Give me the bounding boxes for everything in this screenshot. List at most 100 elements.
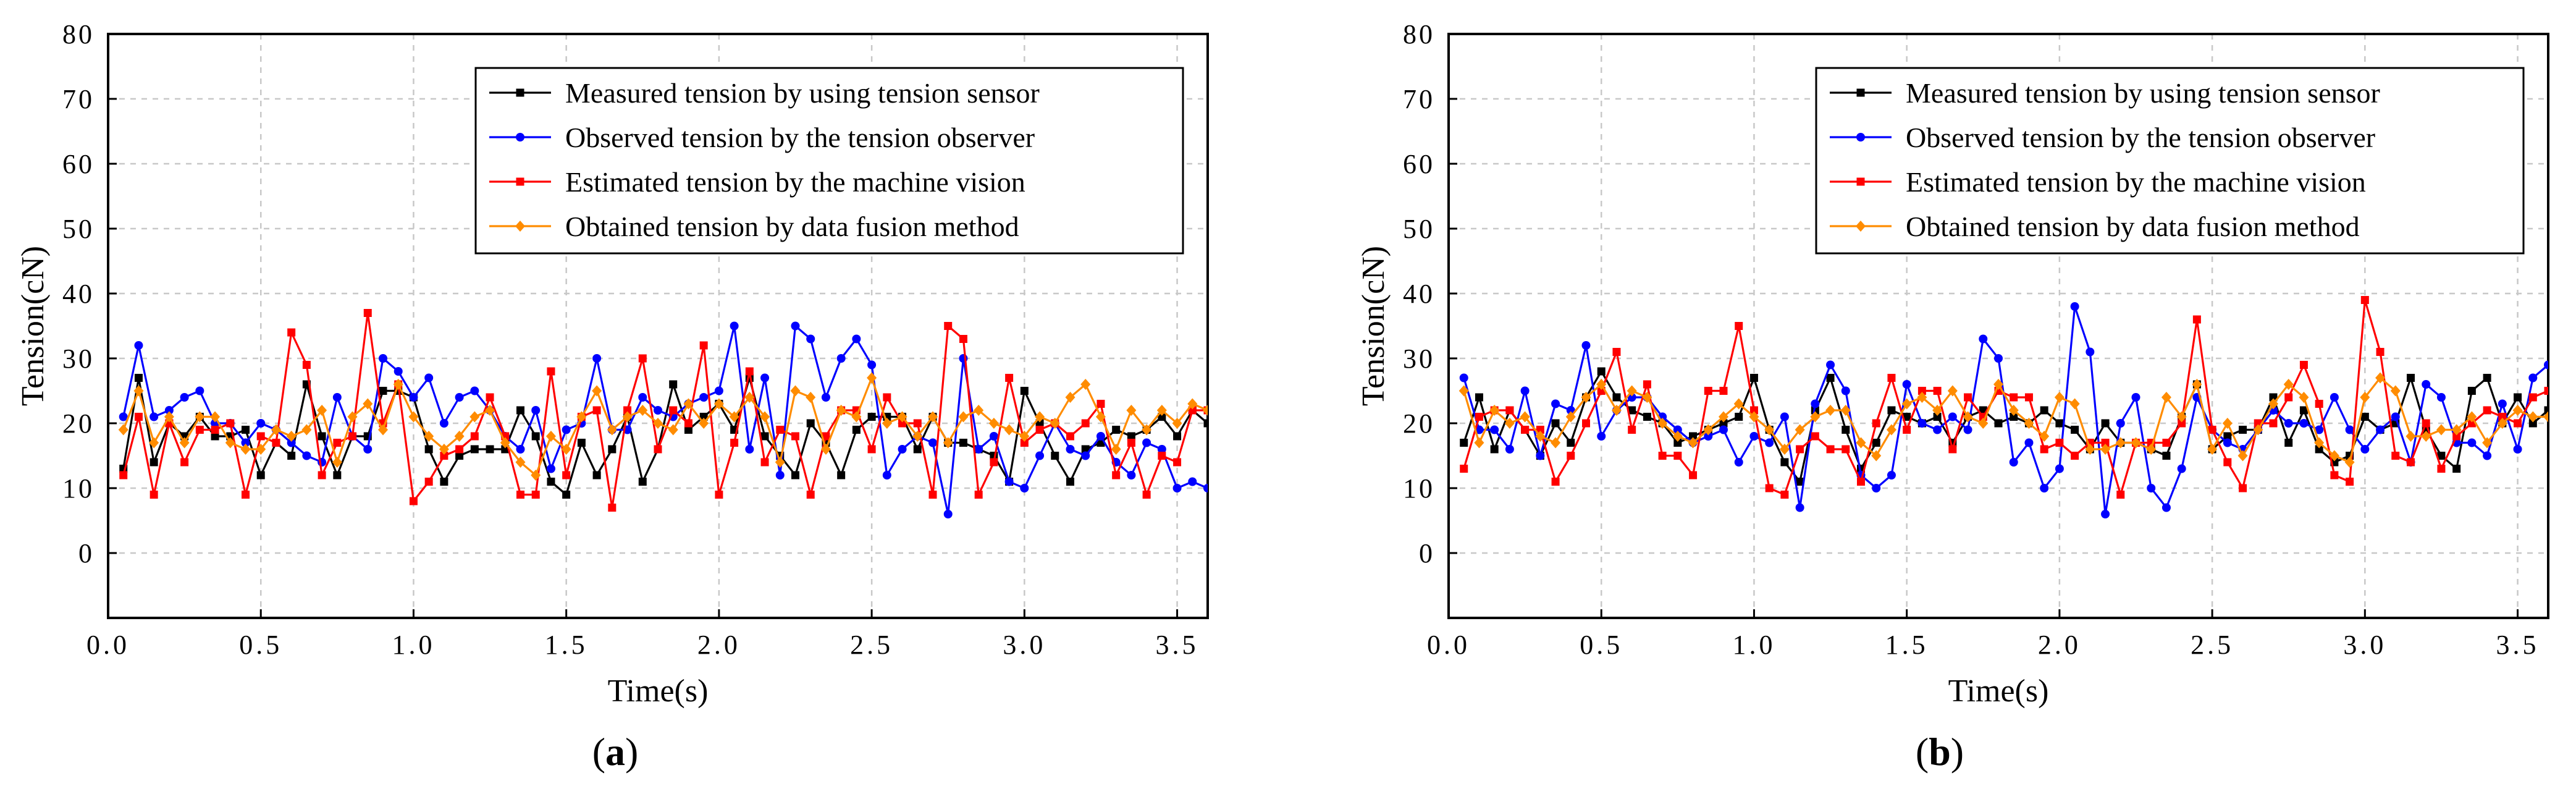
legend-marker bbox=[516, 133, 524, 142]
data-point bbox=[1673, 425, 1682, 434]
data-point bbox=[1460, 439, 1468, 447]
data-point bbox=[424, 373, 434, 382]
data-point bbox=[913, 419, 922, 428]
data-point bbox=[1188, 406, 1197, 415]
data-point bbox=[562, 425, 571, 434]
data-point bbox=[2177, 464, 2186, 473]
data-point bbox=[2208, 426, 2216, 434]
data-point bbox=[2284, 419, 2293, 428]
data-point bbox=[164, 406, 174, 415]
data-point bbox=[974, 445, 983, 454]
data-point bbox=[2055, 439, 2064, 447]
data-point bbox=[440, 478, 448, 486]
data-point bbox=[1842, 426, 1850, 434]
data-point bbox=[287, 452, 296, 460]
data-point bbox=[2237, 450, 2248, 462]
data-point bbox=[2407, 458, 2415, 467]
data-point bbox=[820, 444, 831, 455]
data-point bbox=[2070, 302, 2079, 311]
data-point bbox=[500, 437, 510, 449]
data-point bbox=[1474, 437, 1484, 449]
data-point bbox=[2315, 400, 2323, 408]
data-point bbox=[2421, 431, 2431, 442]
legend: Measured tension by using tension sensor… bbox=[474, 67, 1184, 255]
y-tick-label: 30 bbox=[62, 344, 95, 374]
data-point bbox=[119, 412, 128, 421]
data-point bbox=[822, 432, 830, 441]
data-point bbox=[2498, 399, 2507, 408]
data-point bbox=[2544, 360, 2548, 370]
legend-label: Observed tension by the tension observer bbox=[1906, 122, 2375, 153]
data-point bbox=[470, 386, 479, 395]
y-axis-label: Tension(cN) bbox=[1356, 246, 1391, 406]
data-point bbox=[2269, 393, 2278, 402]
data-point bbox=[2223, 432, 2232, 441]
data-point bbox=[2360, 392, 2370, 403]
data-point bbox=[256, 444, 266, 455]
y-tick-label: 80 bbox=[1403, 19, 1435, 49]
data-point bbox=[1856, 437, 1866, 449]
data-point bbox=[2514, 419, 2522, 428]
data-point bbox=[836, 405, 846, 416]
data-point bbox=[2024, 393, 2033, 402]
data-point bbox=[486, 445, 494, 454]
data-point bbox=[2467, 411, 2477, 423]
data-point bbox=[2176, 411, 2187, 423]
data-point bbox=[654, 406, 662, 415]
legend-item: Measured tension by using tension sensor bbox=[489, 77, 1040, 109]
data-point bbox=[2086, 347, 2095, 357]
data-point bbox=[867, 372, 877, 384]
legend-label: Observed tension by the tension observer bbox=[565, 122, 1035, 153]
data-point bbox=[516, 445, 525, 454]
data-point bbox=[1780, 412, 1789, 421]
data-point bbox=[2513, 445, 2522, 454]
data-point bbox=[1050, 418, 1060, 429]
data-point bbox=[1490, 425, 1499, 434]
data-point bbox=[775, 471, 785, 480]
x-tick-label: 1.0 bbox=[1732, 630, 1775, 660]
data-point bbox=[424, 445, 433, 454]
data-point bbox=[2131, 437, 2141, 449]
x-tick-label: 0.0 bbox=[86, 630, 130, 660]
data-point bbox=[2422, 380, 2431, 389]
x-axis-label: Time(s) bbox=[608, 674, 709, 709]
panel-label-b: b bbox=[1929, 730, 1951, 774]
x-tick-label: 3.0 bbox=[1003, 630, 1046, 660]
data-point bbox=[1551, 478, 1560, 486]
data-point bbox=[1096, 400, 1105, 408]
data-point bbox=[668, 424, 678, 436]
data-point bbox=[2451, 424, 2462, 436]
data-point bbox=[2360, 445, 2370, 454]
data-point bbox=[806, 491, 815, 499]
data-point bbox=[2009, 458, 2018, 467]
data-point bbox=[1520, 411, 1530, 423]
series-line bbox=[1463, 305, 2548, 515]
data-point bbox=[1932, 405, 1943, 416]
data-point bbox=[684, 426, 692, 434]
chart-panel-a: 0.0 0.5 1.0 1.5 2.0 2.5 3.0 3.5 0 10 20 30 40 50 60 70 8… bbox=[15, 19, 1209, 709]
data-point bbox=[1551, 437, 1561, 449]
data-point bbox=[1903, 426, 1911, 434]
data-point bbox=[271, 424, 281, 436]
data-point bbox=[1872, 419, 1880, 428]
plot-frame bbox=[1447, 33, 2549, 619]
legend: Measured tension by using tension sensor… bbox=[1815, 67, 2525, 255]
data-point bbox=[2192, 315, 2201, 324]
data-point bbox=[119, 471, 128, 480]
data-point bbox=[409, 393, 418, 402]
data-point bbox=[2528, 411, 2538, 423]
data-point bbox=[2192, 379, 2202, 390]
data-point bbox=[1886, 424, 1896, 436]
data-point bbox=[1749, 411, 1759, 423]
data-point bbox=[2391, 412, 2400, 421]
data-point bbox=[2101, 439, 2110, 447]
legend-item: Obtained tension by data fusion method bbox=[1830, 211, 2360, 242]
data-point bbox=[1735, 413, 1743, 421]
data-point bbox=[2071, 426, 2079, 434]
data-point bbox=[2483, 374, 2491, 382]
data-point bbox=[1460, 465, 1468, 473]
data-point bbox=[2299, 419, 2309, 428]
data-point bbox=[2299, 406, 2308, 415]
data-point bbox=[317, 405, 327, 416]
